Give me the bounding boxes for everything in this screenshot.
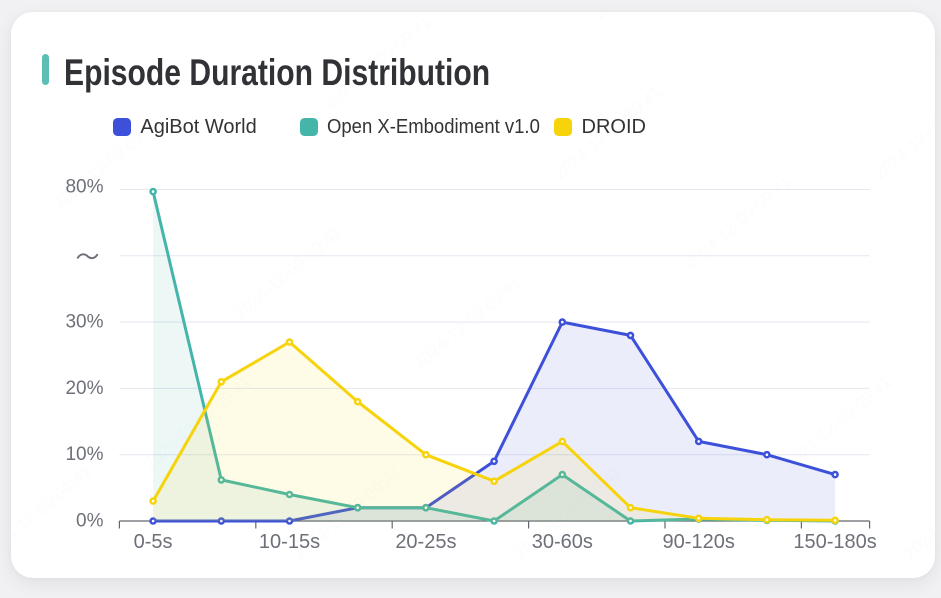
- svg-text:0-5s: 0-5s: [134, 531, 173, 553]
- svg-text:2024-12-09 09:41: 2024-12-09 09:41: [780, 372, 895, 473]
- svg-text:2024-12-09 09:41: 2024-12-09 09:41: [870, 82, 941, 183]
- svg-text:2024-12-09 09:41: 2024-12-09 09:41: [900, 462, 941, 563]
- svg-text:2024-12-09 09:41: 2024-12-09 09:41: [680, 172, 795, 273]
- svg-text:30-60s: 30-60s: [532, 531, 593, 553]
- svg-text:30%: 30%: [65, 312, 103, 333]
- svg-text:150-180s: 150-180s: [793, 531, 876, 553]
- svg-text:0%: 0%: [76, 511, 104, 532]
- svg-text:2024-12-09 09:41: 2024-12-09 09:41: [410, 272, 525, 373]
- svg-text:20-25s: 20-25s: [395, 531, 456, 553]
- svg-text:80%: 80%: [65, 177, 103, 198]
- svg-text:2024-12-09 09:41: 2024-12-09 09:41: [590, 0, 705, 23]
- svg-text:20%: 20%: [65, 378, 103, 399]
- svg-text:90-120s: 90-120s: [663, 531, 735, 553]
- svg-text:10-15s: 10-15s: [259, 531, 320, 553]
- svg-text:2024-12-09 09:41: 2024-12-09 09:41: [230, 222, 345, 323]
- svg-text:10%: 10%: [65, 444, 103, 465]
